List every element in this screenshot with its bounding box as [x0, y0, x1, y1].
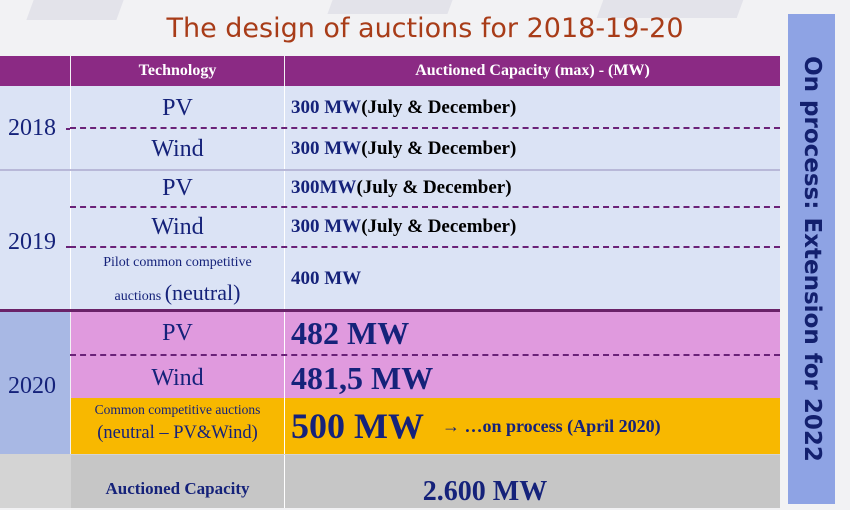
- tech-2018-pv: PV: [162, 94, 193, 121]
- auctions-table: Technology Auctioned Capacity (max) - (M…: [0, 56, 780, 508]
- row-divider: [70, 354, 780, 356]
- cap-value: 400 MW: [291, 268, 362, 289]
- header-blank: [0, 56, 70, 86]
- year-dash: [66, 128, 70, 130]
- cap-value: 300MW: [291, 177, 357, 198]
- header-capacity: Auctioned Capacity (max) - (MW): [285, 56, 780, 86]
- pilot-line1: Pilot common competitive: [103, 255, 252, 270]
- common-line2: (neutral – PV&Wind): [97, 423, 258, 443]
- pilot-line2-big: (neutral): [164, 280, 241, 305]
- cap-value: 482 MW: [291, 314, 410, 351]
- year-2020: 2020: [8, 373, 56, 399]
- cap-value: 300 MW: [291, 216, 362, 237]
- year-2019: 2019: [8, 229, 56, 255]
- cap-note: (July & December): [361, 97, 517, 118]
- tech-2019-pv: PV: [162, 174, 193, 201]
- column-divider: [284, 455, 285, 508]
- side-banner: On process: Extension for 2022: [788, 14, 835, 504]
- cap-note: (July & December): [361, 216, 517, 237]
- cap-2019-wind: 300 MW (July & December): [285, 209, 780, 245]
- cap-2020-pv: 482 MW: [285, 314, 780, 352]
- header-technology: Technology: [71, 56, 284, 86]
- column-divider: [70, 86, 71, 310]
- year-2018: 2018: [8, 115, 56, 141]
- total-label: Auctioned Capacity: [105, 479, 250, 498]
- total-value: 2.600 MW: [422, 476, 548, 507]
- tech-2019-pilot: Pilot common competitive auctions (neutr…: [71, 248, 284, 310]
- row-divider: [70, 127, 780, 129]
- cap-note: (July & December): [356, 177, 512, 198]
- side-banner-text: On process: Extension for 2022: [798, 56, 825, 462]
- section-separator: [0, 309, 780, 312]
- tech-2020-common: Common competitive auctions (neutral – P…: [71, 400, 284, 454]
- cap-2020-common: 500 MW → …on process (April 2020): [285, 398, 780, 454]
- tech-2018-wind: Wind: [151, 135, 204, 162]
- year-dash: [66, 246, 70, 248]
- pilot-line2-small: auctions: [114, 289, 165, 304]
- year-separator: [0, 169, 780, 171]
- cap-2019-pilot: 400 MW: [285, 248, 780, 310]
- common-line1: Common competitive auctions: [94, 402, 261, 417]
- cap-2019-pv: 300MW (July & December): [285, 171, 780, 205]
- row-divider: [70, 206, 780, 208]
- cap-value: 500 MW: [291, 406, 424, 446]
- cap-note: → …on process (April 2020): [441, 415, 661, 436]
- tech-2020-pv: PV: [162, 319, 193, 346]
- pilot-line2: auctions (neutral): [71, 278, 284, 312]
- cap-value: 300 MW: [291, 138, 362, 159]
- column-divider: [284, 86, 285, 310]
- column-divider: [284, 312, 285, 454]
- column-divider: [284, 398, 285, 454]
- year-2020-cell: [0, 312, 70, 454]
- total-row: [71, 455, 780, 508]
- row-divider: [70, 246, 780, 248]
- cap-2020-wind: 481,5 MW: [285, 358, 780, 398]
- cap-2018-wind: 300 MW (July & December): [285, 130, 780, 168]
- tech-2020-wind: Wind: [151, 364, 204, 391]
- cap-2018-pv: 300 MW (July & December): [285, 90, 780, 126]
- cap-value: 481,5 MW: [291, 359, 434, 396]
- section-2018-2019: [0, 86, 780, 310]
- cap-note: (July & December): [361, 138, 517, 159]
- tech-2019-wind: Wind: [151, 213, 204, 240]
- section-2020-orange: [71, 398, 780, 454]
- cap-value: 300 MW: [291, 97, 362, 118]
- slide-title: The design of auctions for 2018-19-20: [166, 13, 684, 44]
